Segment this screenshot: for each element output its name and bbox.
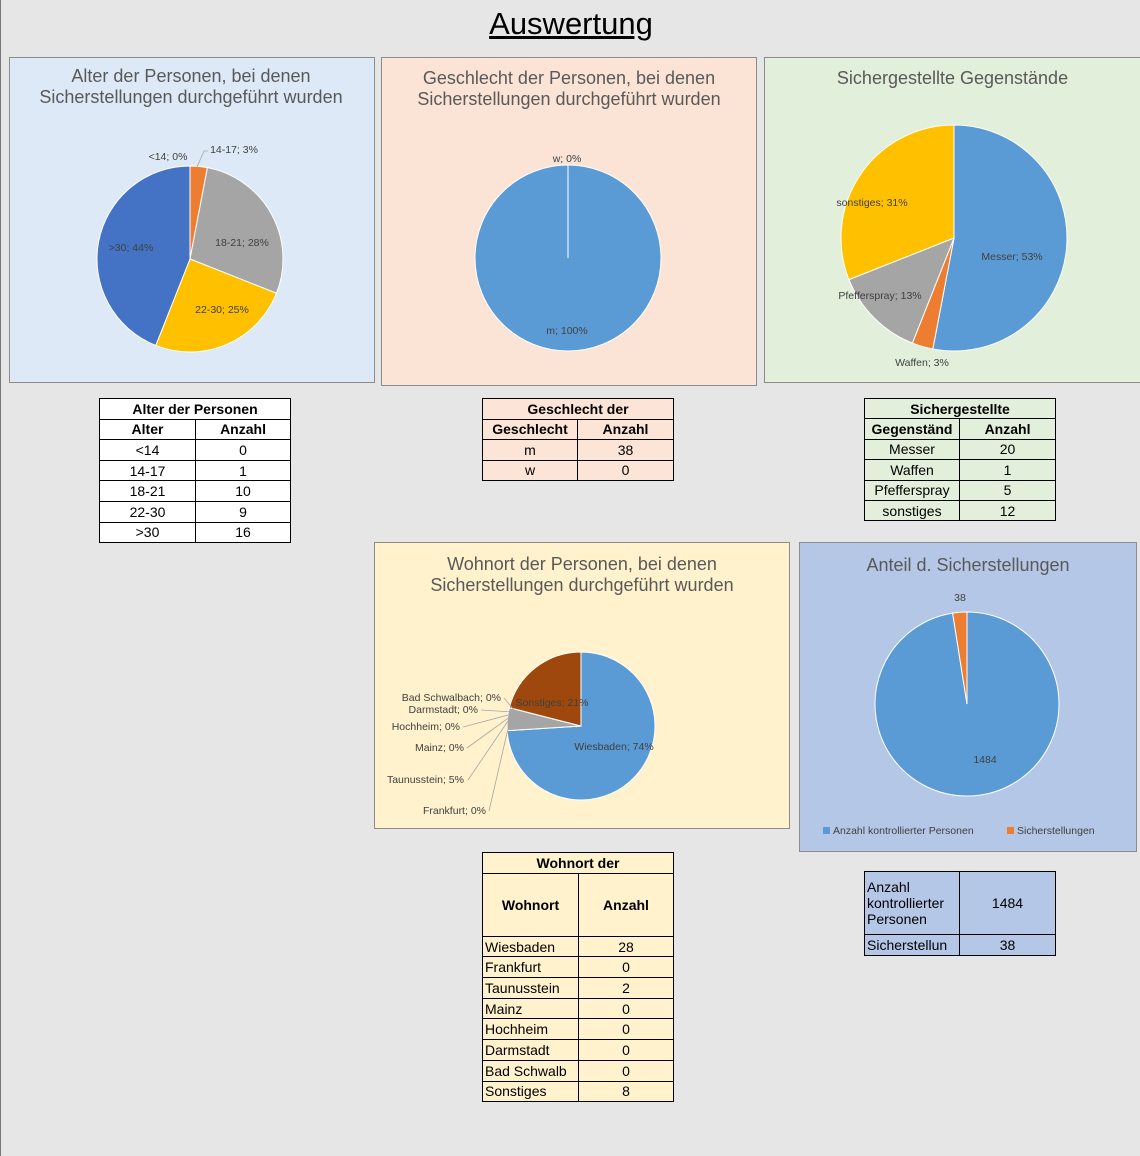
table-row: Sicherstellun 38 xyxy=(864,934,1056,956)
table-cell: 8 xyxy=(578,1080,674,1103)
table-cell: 14-17 xyxy=(99,459,196,482)
data-table: Geschlecht der Geschlecht Anzahl m 38 w 0 xyxy=(482,398,674,481)
table-cell: 5 xyxy=(958,479,1057,501)
table-row: 14-17 1 xyxy=(99,459,292,482)
table-row: 22-30 9 xyxy=(99,500,292,523)
table-cell: Waffen xyxy=(864,459,960,481)
table-cell: 38 xyxy=(959,934,1056,956)
table-cell: 9 xyxy=(194,500,292,523)
table-row: Wiesbaden 28 xyxy=(482,935,674,958)
chart-title: Wohnort der Personen, bei denen Sicherst… xyxy=(430,554,734,595)
chart-title: Alter der Personen, bei denen Sicherstel… xyxy=(39,66,343,107)
chart-title: Sichergestellte Gegenstände xyxy=(836,68,1069,88)
table-cell: 22-30 xyxy=(99,500,196,523)
table-row: <14 0 xyxy=(99,439,292,461)
table-title: Alter der Personen xyxy=(98,398,292,420)
table-title-row: Wohnort der xyxy=(482,852,674,874)
table-row: Mainz 0 xyxy=(482,997,674,1020)
table-cell: w xyxy=(482,459,578,481)
data-table: Wohnort der Wohnort Anzahl Wiesbaden 28 Frank… xyxy=(482,852,674,1103)
table-cell: 0 xyxy=(578,956,674,979)
table-cell: 28 xyxy=(578,935,674,958)
table-cell: Pfefferspray xyxy=(864,479,960,501)
column-header: Gegenständ xyxy=(864,418,960,440)
column-header: Geschlecht xyxy=(482,418,578,440)
chart-title: Anteil d. Sicherstellungen xyxy=(866,555,1070,575)
table-row: Darmstadt 0 xyxy=(482,1039,674,1061)
table-row: Taunusstein 2 xyxy=(482,977,674,999)
table-cell: 18-21 xyxy=(99,480,196,502)
table-cell: Anzahl kontrollierter Personen xyxy=(864,871,960,935)
table-cell: m xyxy=(482,439,578,461)
table-row: 18-21 10 xyxy=(99,480,292,502)
table-cell: 1 xyxy=(194,459,292,482)
table-row: Hochheim 0 xyxy=(482,1018,674,1041)
column-header: Alter xyxy=(99,418,196,441)
table-cell: 2 xyxy=(578,977,674,999)
table-cell: 10 xyxy=(194,480,292,502)
sheet-title: Auswertung xyxy=(489,6,653,41)
table-row: Messer 20 xyxy=(864,438,1057,461)
column-header: Anzahl xyxy=(577,418,674,440)
table-row: Anzahl kontrollierter Personen 1484 xyxy=(864,871,1056,935)
table-row: Pfefferspray 5 xyxy=(864,479,1057,501)
table-title-row: Geschlecht der xyxy=(482,398,674,420)
table-cell: 1484 xyxy=(959,871,1056,935)
table-row: >30 16 xyxy=(99,521,292,544)
table-row: Bad Schwalb 0 xyxy=(482,1059,674,1082)
table-row: Frankfurt 0 xyxy=(482,956,674,979)
table-row: sonstiges 12 xyxy=(864,499,1057,522)
table-cell: Wiesbaden xyxy=(482,935,579,958)
table-cell: sonstiges xyxy=(864,499,960,522)
table-cell: 38 xyxy=(577,439,674,461)
table-cell: Hochheim xyxy=(482,1018,579,1041)
chart-title: Geschlecht der Personen, bei denen Siche… xyxy=(417,68,721,109)
table-title-row: Sichergestellte xyxy=(863,397,1057,420)
table-cell: Sicherstellun xyxy=(864,934,960,956)
table-cell: Sonstiges xyxy=(482,1080,579,1103)
table-cell: Messer xyxy=(864,438,960,461)
chart-box xyxy=(764,57,1140,383)
table-cell: Frankfurt xyxy=(482,956,579,979)
table-title: Geschlecht der xyxy=(482,398,674,420)
data-table: Anzahl kontrollierter Personen 1484 Sicher… xyxy=(864,871,1056,956)
table-cell: Mainz xyxy=(482,997,579,1020)
table-cell: 0 xyxy=(578,1039,674,1061)
table-cell: <14 xyxy=(99,439,196,461)
table-title: Wohnort der xyxy=(482,852,674,874)
data-table: Sichergestellte Gegenständ Anzahl Messer 20 W… xyxy=(863,397,1057,522)
table-header-row: Gegenständ Anzahl xyxy=(864,418,1057,440)
table-cell: 1 xyxy=(958,459,1057,481)
table-cell: 12 xyxy=(958,499,1057,522)
table-row: Waffen 1 xyxy=(864,459,1057,481)
table-cell: 0 xyxy=(578,1059,674,1082)
data-table: Alter der Personen Alter Anzahl <14 0 14-17 1 1… xyxy=(98,398,292,544)
table-header-row: Wohnort Anzahl xyxy=(482,872,674,937)
table-row: m 38 xyxy=(482,439,674,461)
table-cell: 20 xyxy=(958,438,1057,461)
table-cell: Taunusstein xyxy=(482,977,579,999)
table-cell: 0 xyxy=(194,439,292,461)
table-title-row: Alter der Personen xyxy=(98,398,292,420)
table-header-row: Geschlecht Anzahl xyxy=(482,418,674,440)
table-title: Sichergestellte xyxy=(863,397,1057,420)
chart-box xyxy=(799,542,1137,852)
table-row: Sonstiges 8 xyxy=(482,1080,674,1103)
column-header: Anzahl xyxy=(194,418,292,441)
table-cell: Darmstadt xyxy=(482,1039,579,1061)
table-cell: 0 xyxy=(578,997,674,1020)
table-cell: 0 xyxy=(577,459,674,481)
table-header-row: Alter Anzahl xyxy=(99,418,292,441)
table-cell: 16 xyxy=(194,521,292,544)
column-header: Wohnort xyxy=(482,872,579,937)
table-cell: Bad Schwalb xyxy=(482,1059,579,1082)
column-header: Anzahl xyxy=(958,418,1057,440)
column-header: Anzahl xyxy=(578,872,674,937)
table-cell: 0 xyxy=(578,1018,674,1041)
table-cell: >30 xyxy=(99,521,196,544)
